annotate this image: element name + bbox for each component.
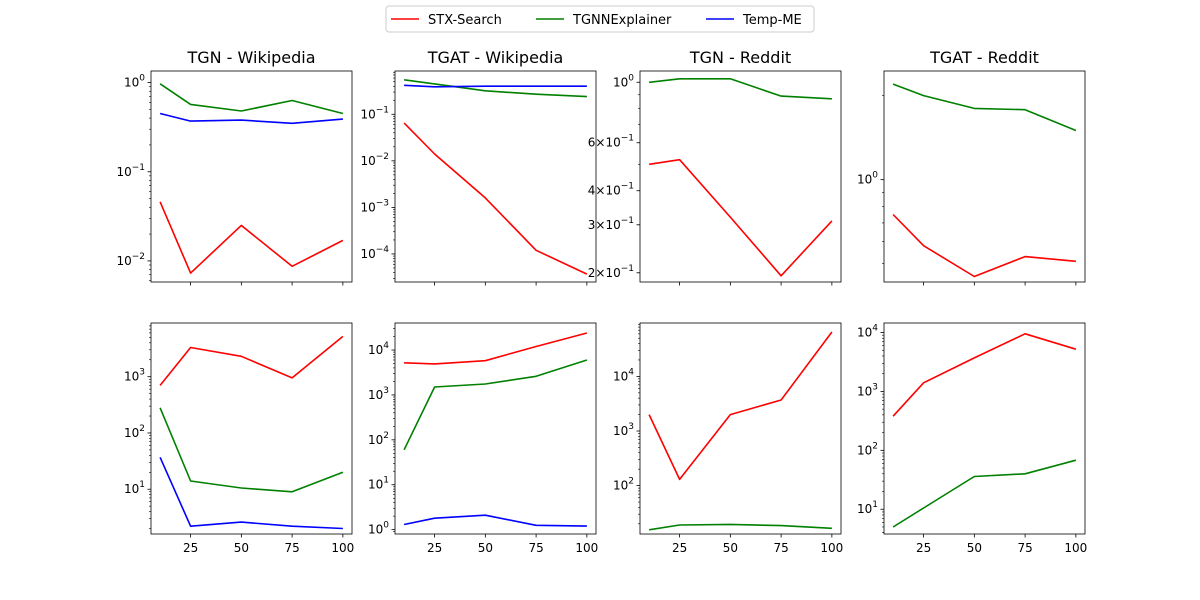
subplot-title: TGN - Wikipedia: [186, 48, 315, 67]
y-tick-label: 104: [368, 341, 389, 357]
y-tick-label: 101: [857, 500, 878, 516]
subplot-8: 104 103 102 101 25 50 75 100: [857, 322, 1087, 555]
y-tick-label: 104: [613, 367, 634, 383]
series-line-tgnnexplainer: [403, 79, 587, 98]
y-tick-label: 101: [124, 480, 145, 496]
plot-frame: [150, 322, 353, 535]
y-tick-label: 104: [857, 324, 878, 340]
plot-frame: [394, 322, 597, 535]
legend-label-stx-search: STX-Search: [428, 13, 502, 28]
y-tick-label: 103: [857, 382, 878, 398]
x-tick-label: 50: [967, 541, 982, 555]
series-line-tgnnexplainer: [159, 83, 344, 115]
y-tick-label: 100: [368, 521, 389, 537]
series-line-temp-me: [159, 112, 343, 125]
y-tick-label: 4×10−1: [588, 182, 634, 198]
plot-frame: [883, 70, 1086, 283]
y-tick-label: 102: [124, 424, 145, 440]
x-tick-label: 25: [672, 541, 687, 555]
y-tick-label: 10−3: [360, 198, 389, 214]
legend: STX-Search TGNNExplainer Temp-ME: [385, 5, 815, 33]
subplot-title: TGN - Reddit: [689, 48, 791, 67]
series-line-tgnnexplainer: [892, 83, 1077, 132]
series-line-stx-search: [159, 201, 344, 274]
x-tick-label: 75: [284, 541, 299, 555]
y-tick-label: 6×10−1: [588, 134, 634, 150]
series-line-stx-search: [159, 335, 344, 386]
x-tick-label: 50: [723, 541, 738, 555]
series-line-temp-me: [403, 514, 587, 527]
y-tick-label: 10−1: [116, 163, 145, 179]
plot-frame: [639, 70, 842, 283]
x-tick-label: 100: [575, 541, 598, 555]
y-tick-label: 102: [613, 477, 634, 493]
legend-label-tgnnexplainer: TGNNExplainer: [572, 13, 672, 28]
subplot-3: TGN - Reddit 100 6×10−1 4×10−1 3×10−1 2×10−1: [588, 48, 842, 286]
series-line-tgnnexplainer: [892, 459, 1077, 528]
plot-frame: [883, 322, 1086, 535]
legend-label-temp-me: Temp-ME: [742, 13, 802, 28]
series-line-tgnnexplainer: [403, 359, 588, 451]
legend-frame: [385, 5, 815, 33]
series-line-stx-search: [892, 332, 1077, 417]
y-tick-label: 103: [368, 386, 389, 402]
series-line-tgnnexplainer: [648, 523, 832, 531]
x-tick-label: 25: [427, 541, 442, 555]
plot-frame: [394, 70, 597, 283]
series-line-stx-search: [892, 213, 1076, 278]
x-tick-label: 50: [478, 541, 493, 555]
series-line-stx-search: [648, 331, 833, 481]
series-line-tgnnexplainer: [649, 78, 832, 100]
y-tick-label: 100: [613, 73, 634, 89]
y-tick-label: 101: [368, 476, 389, 492]
subplot-4: TGAT - Reddit 100: [857, 48, 1086, 286]
x-tick-label: 75: [1017, 541, 1032, 555]
y-tick-label: 10−4: [360, 245, 389, 261]
subplot-2: TGAT - Wikipedia 10−1 10−2 10−3 10−4: [360, 48, 597, 286]
y-tick-label: 3×10−1: [588, 216, 634, 232]
series-line-stx-search: [404, 332, 588, 365]
subplot-title: TGAT - Wikipedia: [427, 48, 564, 67]
plot-frame: [150, 70, 353, 283]
series-line-tgnnexplainer: [159, 407, 344, 493]
series-line-temp-me: [159, 456, 343, 530]
series-line-stx-search: [648, 158, 833, 277]
x-tick-label: 25: [916, 541, 931, 555]
y-tick-label: 102: [857, 441, 878, 457]
plot-frame: [639, 322, 842, 535]
y-tick-label: 103: [124, 368, 145, 384]
y-tick-label: 102: [368, 431, 389, 447]
subplot-7: 104 103 102 25 50 75 100: [613, 322, 843, 555]
y-tick-label: 10−2: [116, 252, 145, 268]
x-tick-label: 100: [331, 541, 354, 555]
y-tick-label: 100: [124, 74, 145, 90]
y-tick-label: 103: [613, 422, 634, 438]
y-tick-label: 100: [857, 171, 878, 187]
y-tick-label: 10−2: [360, 152, 389, 168]
series-line-stx-search: [403, 122, 588, 275]
subplot-6: 104 103 102 101 100 25 50 75 100: [368, 322, 598, 555]
x-tick-label: 100: [1064, 541, 1087, 555]
x-tick-label: 25: [183, 541, 198, 555]
y-tick-label: 2×10−1: [588, 264, 634, 280]
subplot-1: TGN - Wikipedia 100 10−1 10−2: [116, 48, 353, 286]
x-tick-label: 100: [820, 541, 843, 555]
subplot-5: 103 102 101 25 50 75 100: [124, 322, 354, 555]
x-tick-label: 75: [528, 541, 543, 555]
series-line-temp-me: [404, 84, 587, 88]
x-tick-label: 75: [773, 541, 788, 555]
y-tick-label: 10−1: [360, 105, 389, 121]
subplot-title: TGAT - Reddit: [929, 48, 1039, 67]
x-tick-label: 50: [234, 541, 249, 555]
